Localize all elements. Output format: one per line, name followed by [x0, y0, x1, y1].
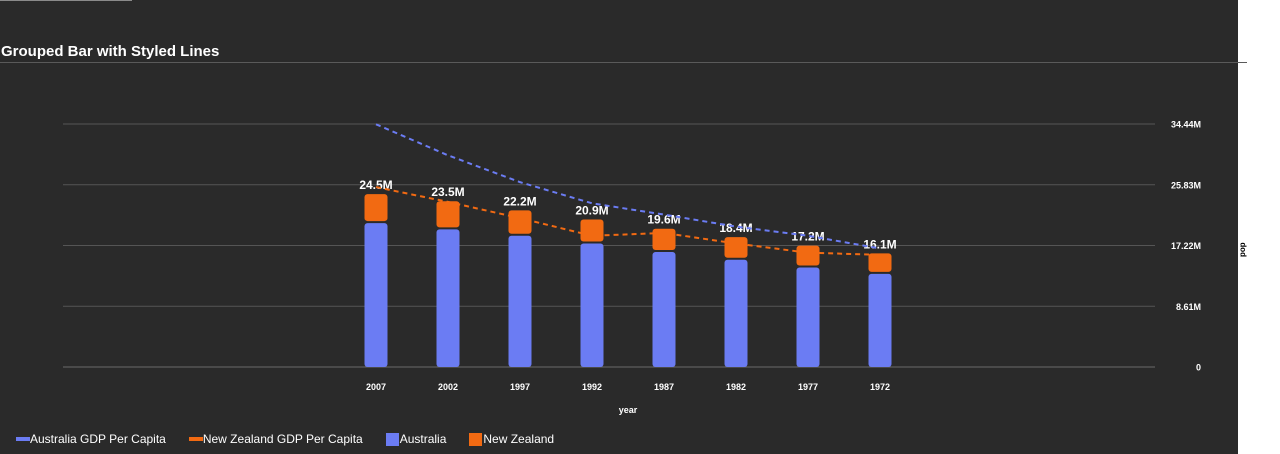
total-data-label: 24.5M	[359, 178, 392, 192]
bar-australia	[868, 273, 892, 367]
x-axis-title: year	[619, 405, 638, 415]
title-divider	[0, 62, 1238, 63]
legend-item[interactable]: New Zealand GDP Per Capita	[188, 432, 363, 446]
legend-label: New Zealand GDP Per Capita	[202, 432, 363, 446]
x-tick-label: 2007	[366, 382, 386, 392]
total-data-label: 18.4M	[719, 221, 752, 235]
legend-line-swatch	[188, 437, 203, 441]
bar-australia	[724, 259, 748, 367]
bar-new-zealand	[508, 210, 532, 234]
legend-item[interactable]: Australia GDP Per Capita	[16, 432, 166, 446]
bar-australia	[436, 229, 460, 367]
y-tick-label: 0	[1196, 363, 1201, 373]
line-new-zealand-gdp-per-capita	[375, 186, 881, 256]
legend-line-swatch	[16, 437, 30, 441]
total-data-label: 17.2M	[791, 230, 824, 244]
legend-label: Australia	[399, 432, 447, 446]
tab-indicator	[0, 0, 132, 1]
chart-panel: Grouped Bar with Styled Lines 0 8.61M 17.2…	[0, 0, 1238, 454]
bar-new-zealand	[580, 219, 604, 242]
bar-australia	[652, 251, 676, 367]
bar-australia	[580, 243, 604, 367]
total-data-label: 19.6M	[647, 213, 680, 227]
bar-new-zealand	[364, 194, 388, 222]
x-tick-label: 2002	[438, 382, 458, 392]
x-tick-label: 1992	[582, 382, 602, 392]
legend-box-swatch	[469, 432, 483, 446]
bar-australia	[364, 223, 388, 367]
chart-svg: 0 8.61M 17.22M 25.83M 34.44M 24.5M 2007 23.5M 20…	[63, 120, 1201, 415]
bar-australia	[508, 235, 532, 367]
chart-title: Grouped Bar with Styled Lines	[1, 43, 220, 60]
bar-new-zealand	[796, 245, 820, 266]
legend-label: Australia GDP Per Capita	[30, 432, 166, 446]
x-tick-label: 1977	[798, 382, 818, 392]
legend-box-swatch	[385, 432, 399, 446]
total-data-label: 22.2M	[503, 194, 536, 208]
bar-new-zealand	[724, 237, 748, 258]
bar-new-zealand	[436, 201, 460, 228]
x-tick-label: 1987	[654, 382, 674, 392]
bar-australia	[796, 267, 820, 367]
total-data-label: 16.1M	[863, 237, 896, 251]
total-data-label: 23.5M	[431, 185, 464, 199]
legend: Australia GDP Per Capita New Zealand GDP …	[16, 431, 577, 447]
y-tick-label: 25.83M	[1171, 180, 1201, 190]
x-tick-label: 1972	[870, 382, 890, 392]
bar-new-zealand	[652, 228, 676, 250]
y-axis-title: pop	[1238, 238, 1247, 262]
y-tick-label: 8.61M	[1176, 302, 1201, 312]
edge-divider	[1238, 62, 1247, 63]
legend-label: New Zealand	[483, 432, 555, 446]
x-tick-label: 1982	[726, 382, 746, 392]
legend-item[interactable]: New Zealand	[469, 432, 554, 446]
legend-item[interactable]: Australia	[385, 432, 447, 446]
bar-new-zealand	[868, 253, 892, 272]
total-data-label: 20.9M	[575, 204, 608, 218]
line-australia-gdp-per-capita	[375, 123, 881, 250]
y-tick-label: 17.22M	[1171, 241, 1201, 251]
y-tick-label: 34.44M	[1171, 120, 1201, 130]
x-tick-label: 1997	[510, 382, 530, 392]
